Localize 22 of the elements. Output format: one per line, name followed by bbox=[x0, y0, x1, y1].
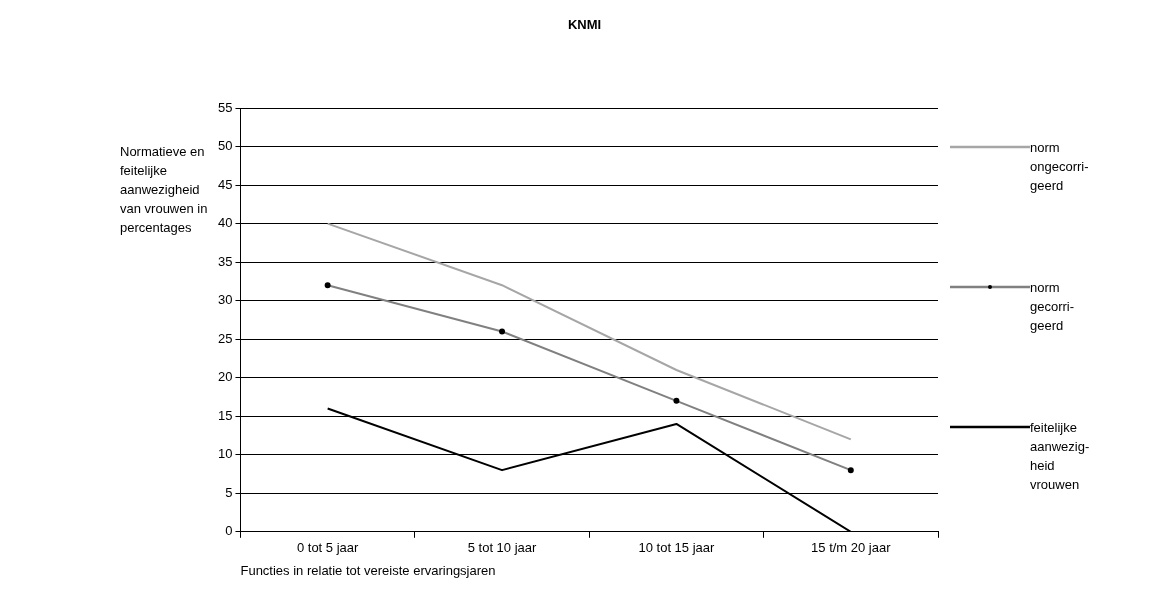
x-tick-label: 5 tot 10 jaar bbox=[467, 540, 538, 556]
x-tick-label: 0 tot 5 jaar bbox=[296, 540, 360, 556]
x-tick-label: 10 tot 15 jaar bbox=[638, 540, 716, 556]
x-axis-title: Functies in relatie tot vereiste ervaringsjaren bbox=[240, 562, 496, 578]
y-tick-label: 20 bbox=[217, 369, 233, 385]
y-axis-title: Normatieve en feitelijke aanwezigheid van vrouwen in percentages bbox=[120, 143, 209, 237]
y-tick-label: 35 bbox=[217, 253, 233, 269]
chart-title: KNMI bbox=[566, 17, 603, 32]
text: norm ongecorri-geerd bbox=[1030, 139, 1090, 195]
y-tick-label: 10 bbox=[217, 446, 233, 462]
x-tick-label: 15 t/m 20 jaar bbox=[811, 540, 892, 556]
text: feitelijke aanwezig-heid vrouwen bbox=[1030, 419, 1091, 494]
y-tick-label: 55 bbox=[217, 99, 233, 115]
y-tick-label: 50 bbox=[217, 138, 233, 154]
y-tick-label: 15 bbox=[217, 407, 233, 423]
y-tick-label: 0 bbox=[225, 523, 233, 539]
y-tick-label: 25 bbox=[217, 330, 233, 346]
text: norm gecorri-geerd bbox=[1030, 279, 1076, 335]
y-tick-label: 5 bbox=[225, 484, 233, 500]
y-tick-label: 30 bbox=[217, 292, 233, 308]
y-tick-label: 40 bbox=[217, 215, 233, 231]
y-tick-label: 45 bbox=[217, 176, 233, 192]
